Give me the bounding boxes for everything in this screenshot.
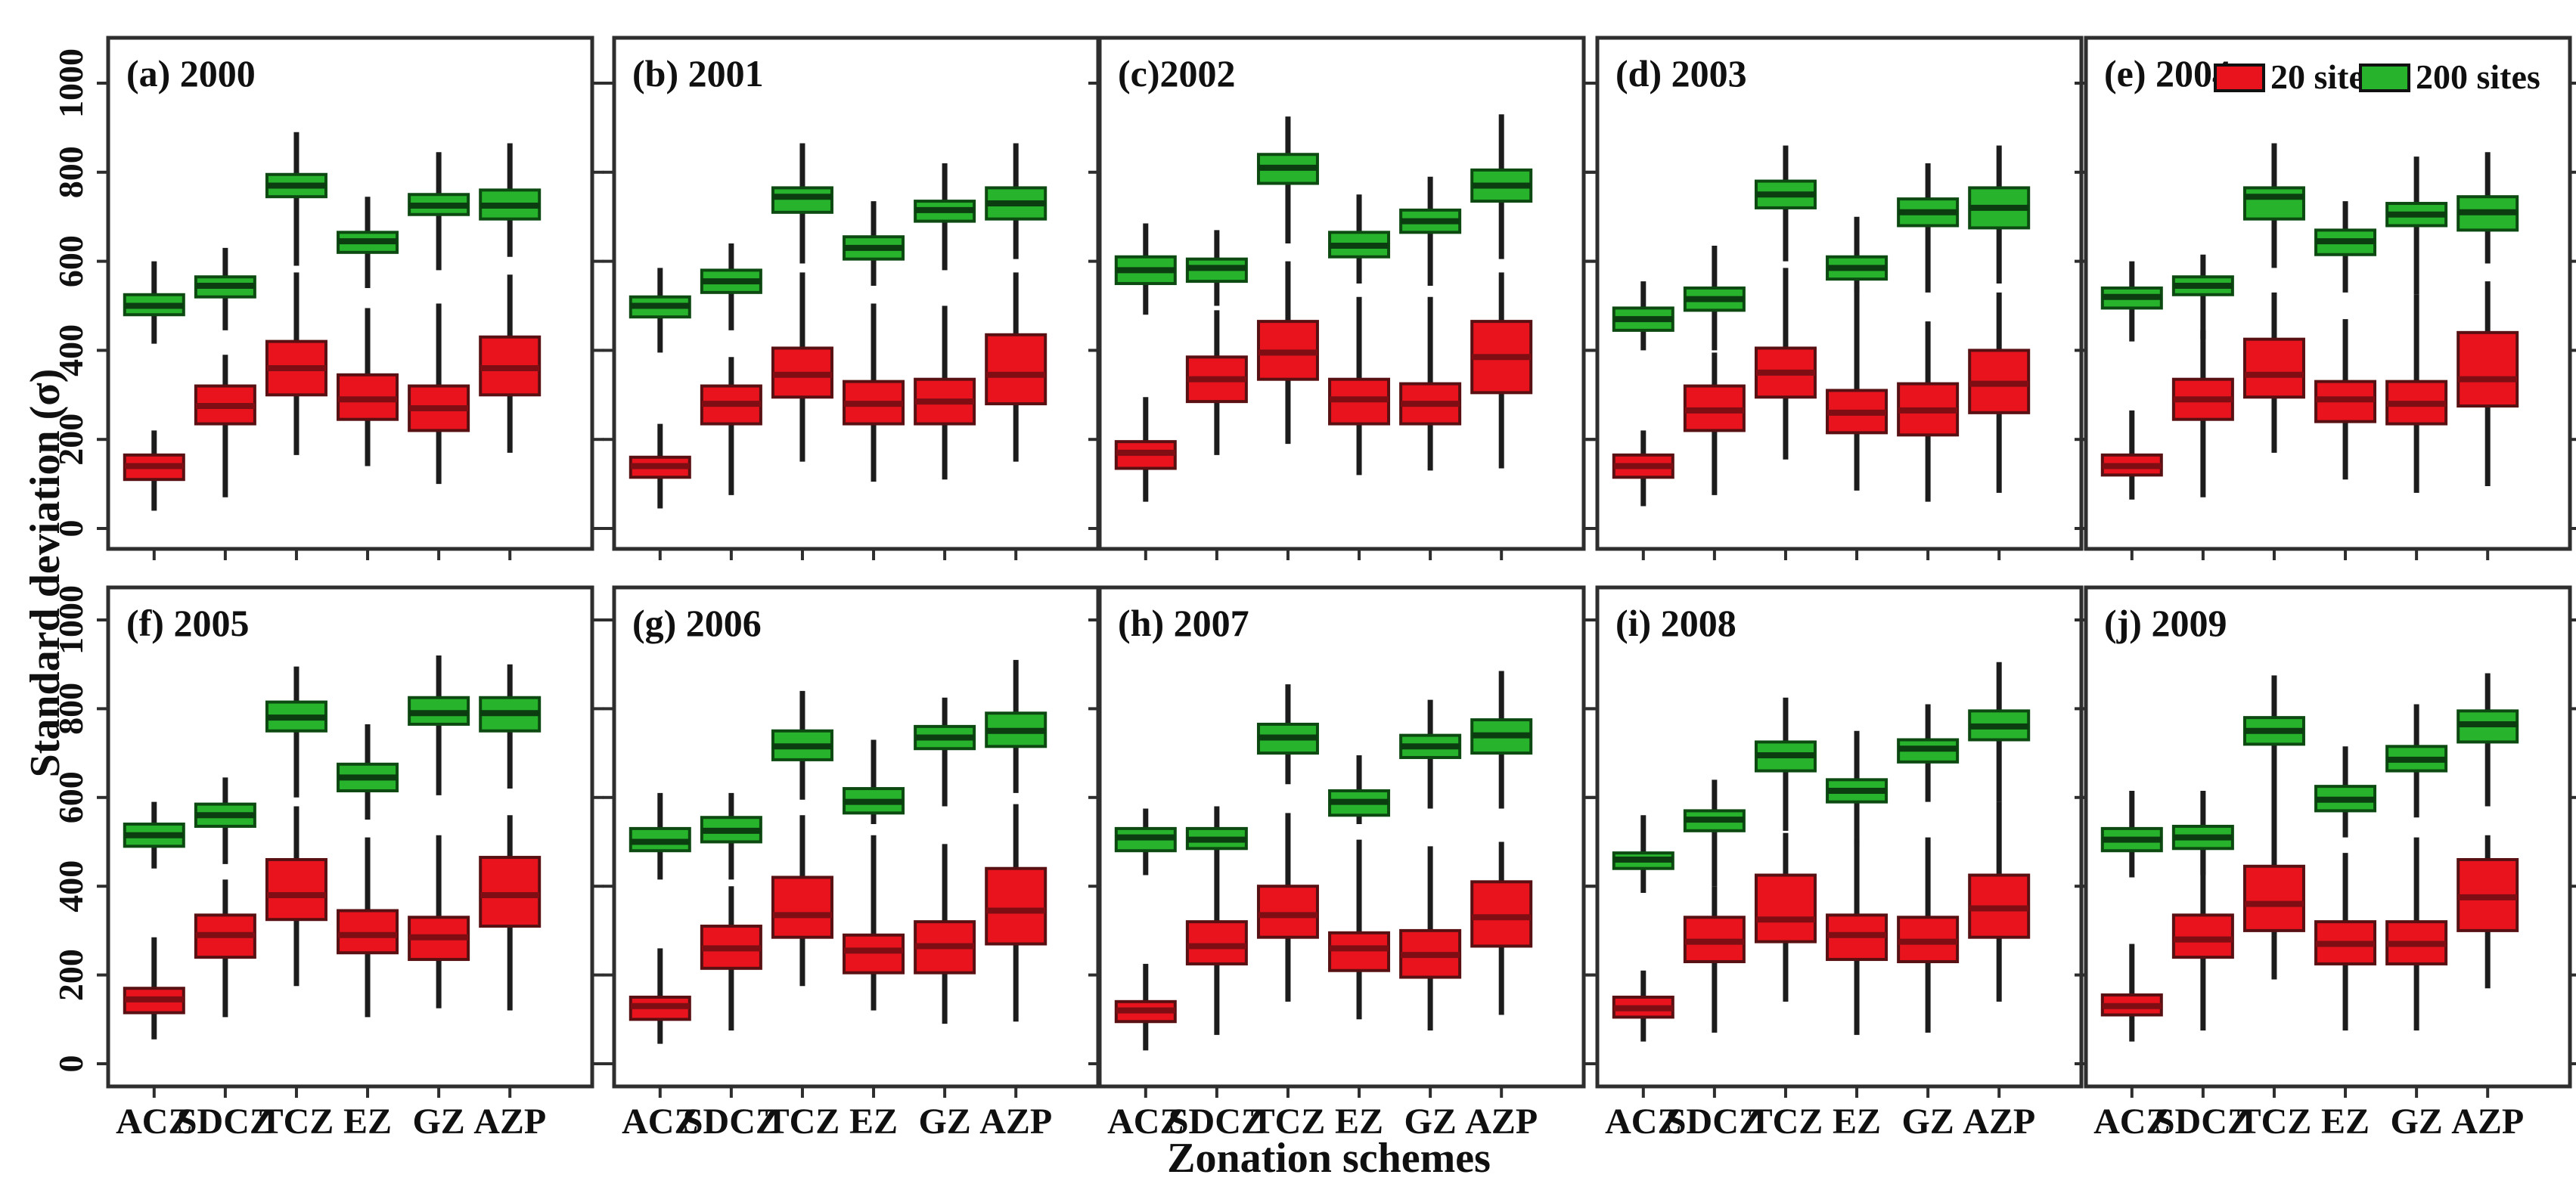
x-tick-label-GZ: GZ — [412, 1102, 464, 1142]
y-tick-label: 200 — [51, 949, 90, 1001]
x-tick-label-EZ: EZ — [1833, 1102, 1881, 1142]
y-tick-label: 400 — [51, 324, 90, 377]
box-20sites-SDCZ — [2171, 913, 2234, 959]
panel-label-2002: (c)2002 — [1118, 52, 1236, 95]
x-tick-label-GZ: GZ — [918, 1102, 970, 1142]
box-20sites-TCZ — [771, 875, 833, 939]
x-tick-label-EZ: EZ — [343, 1102, 392, 1142]
panel-2003: (d) 2003 — [1586, 36, 2093, 560]
box-20sites-AZP — [1470, 880, 1533, 948]
y-tick-label: 1000 — [51, 585, 90, 655]
box-20sites-TCZ — [1754, 873, 1817, 944]
panel-label-2007: (h) 2007 — [1118, 602, 1249, 644]
x-tick-label-ACZ: ACZ — [1605, 1102, 1681, 1142]
box-20sites-EZ — [337, 909, 399, 955]
panel-2000: 0 200 400 600 800 1000 (a) 2000 — [51, 36, 604, 560]
box-20sites-AZP — [479, 856, 542, 928]
legend-label-200sites: 200 sites — [2416, 57, 2540, 96]
panel-label-2009: (j) 2009 — [2104, 602, 2227, 644]
y-tick-label: 200 — [51, 414, 90, 466]
box-20sites-TCZ — [2242, 337, 2305, 399]
x-tick-label-TCZ: TCZ — [1251, 1102, 1326, 1142]
x-tick-label-SDCZ: SDCZ — [177, 1102, 274, 1142]
panel-label-2008: (i) 2008 — [1615, 602, 1736, 644]
x-tick-label-EZ: EZ — [849, 1102, 898, 1142]
legend-swatch-200sites — [2359, 64, 2410, 92]
panel-2004: (e) 2004 20 sites 200 sites — [2075, 36, 2576, 560]
panel-label-2000: (a) 2000 — [126, 52, 256, 95]
x-tick-label-SDCZ: SDCZ — [683, 1102, 780, 1142]
x-tick-label-TCZ: TCZ — [1749, 1102, 1823, 1142]
x-tick-label-ACZ: ACZ — [1107, 1102, 1184, 1142]
y-tick-label: 0 — [51, 520, 90, 538]
panel-2002: (c)2002 — [1088, 36, 1595, 560]
y-tick-label: 800 — [51, 146, 90, 198]
x-tick-label-ACZ: ACZ — [622, 1102, 698, 1142]
x-tick-label-GZ: GZ — [2390, 1102, 2442, 1142]
box-20sites-EZ — [1328, 931, 1391, 972]
y-tick-label: 800 — [51, 683, 90, 735]
legend: 20 sites 200 sites — [2214, 57, 2540, 96]
panel-label-2006: (g) 2006 — [632, 602, 762, 644]
x-tick-label-AZP: AZP — [473, 1102, 546, 1142]
x-tick-label-SDCZ: SDCZ — [1666, 1102, 1763, 1142]
box-20sites-TCZ — [1256, 885, 1319, 939]
panel-label-2005: (f) 2005 — [126, 602, 249, 644]
legend-swatch-20sites — [2214, 64, 2265, 92]
x-tick-label-ACZ: ACZ — [2093, 1102, 2170, 1142]
x-tick-label-GZ: GZ — [1901, 1102, 1954, 1142]
panel-frame — [1097, 36, 1586, 551]
x-tick-label-GZ: GZ — [1404, 1102, 1456, 1142]
x-tick-label-SDCZ: SDCZ — [2155, 1102, 2252, 1142]
x-axis-title: Zonation schemes — [1167, 1135, 1491, 1182]
x-tick-label-TCZ: TCZ — [259, 1102, 334, 1142]
x-tick-label-ACZ: ACZ — [116, 1102, 192, 1142]
y-tick-label: 600 — [51, 235, 90, 287]
x-tick-label-TCZ: TCZ — [765, 1102, 840, 1142]
x-tick-label-AZP: AZP — [1963, 1102, 2035, 1142]
y-tick-label: 400 — [51, 860, 90, 913]
panel-2001: (b) 2001 — [603, 36, 1110, 560]
x-tick-label-SDCZ: SDCZ — [1169, 1102, 1265, 1142]
x-tick-label-TCZ: TCZ — [2237, 1102, 2312, 1142]
box-200sites-TCZ — [2242, 186, 2305, 221]
panel-label-2001: (b) 2001 — [632, 52, 764, 95]
x-tick-label-EZ: EZ — [1335, 1102, 1383, 1142]
y-tick-label: 1000 — [51, 48, 90, 118]
x-tick-label-AZP: AZP — [979, 1102, 1052, 1142]
y-axis-title: Standard deviation (σ) — [22, 368, 69, 778]
box-20sites-AZP — [985, 866, 1047, 946]
box-20sites-AZP — [2457, 330, 2519, 408]
panel-label-2003: (d) 2003 — [1615, 52, 1747, 95]
x-tick-label-AZP: AZP — [2451, 1102, 2524, 1142]
box-20sites-AZP — [985, 333, 1047, 406]
box-200sites-TCZ — [771, 186, 833, 214]
box-20sites-SDCZ — [1185, 920, 1248, 965]
box-20sites-EZ — [843, 933, 905, 975]
box-20sites-TCZ — [2242, 864, 2305, 932]
x-tick-label-EZ: EZ — [2321, 1102, 2370, 1142]
y-tick-label: 600 — [51, 771, 90, 823]
x-tick-label-AZP: AZP — [1465, 1102, 1538, 1142]
panel-label-2004: (e) 2004 — [2104, 52, 2231, 95]
box-20sites-TCZ — [265, 857, 327, 922]
y-tick-label: 0 — [51, 1055, 90, 1073]
